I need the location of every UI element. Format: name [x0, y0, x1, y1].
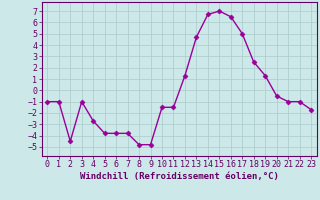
X-axis label: Windchill (Refroidissement éolien,°C): Windchill (Refroidissement éolien,°C): [80, 172, 279, 181]
